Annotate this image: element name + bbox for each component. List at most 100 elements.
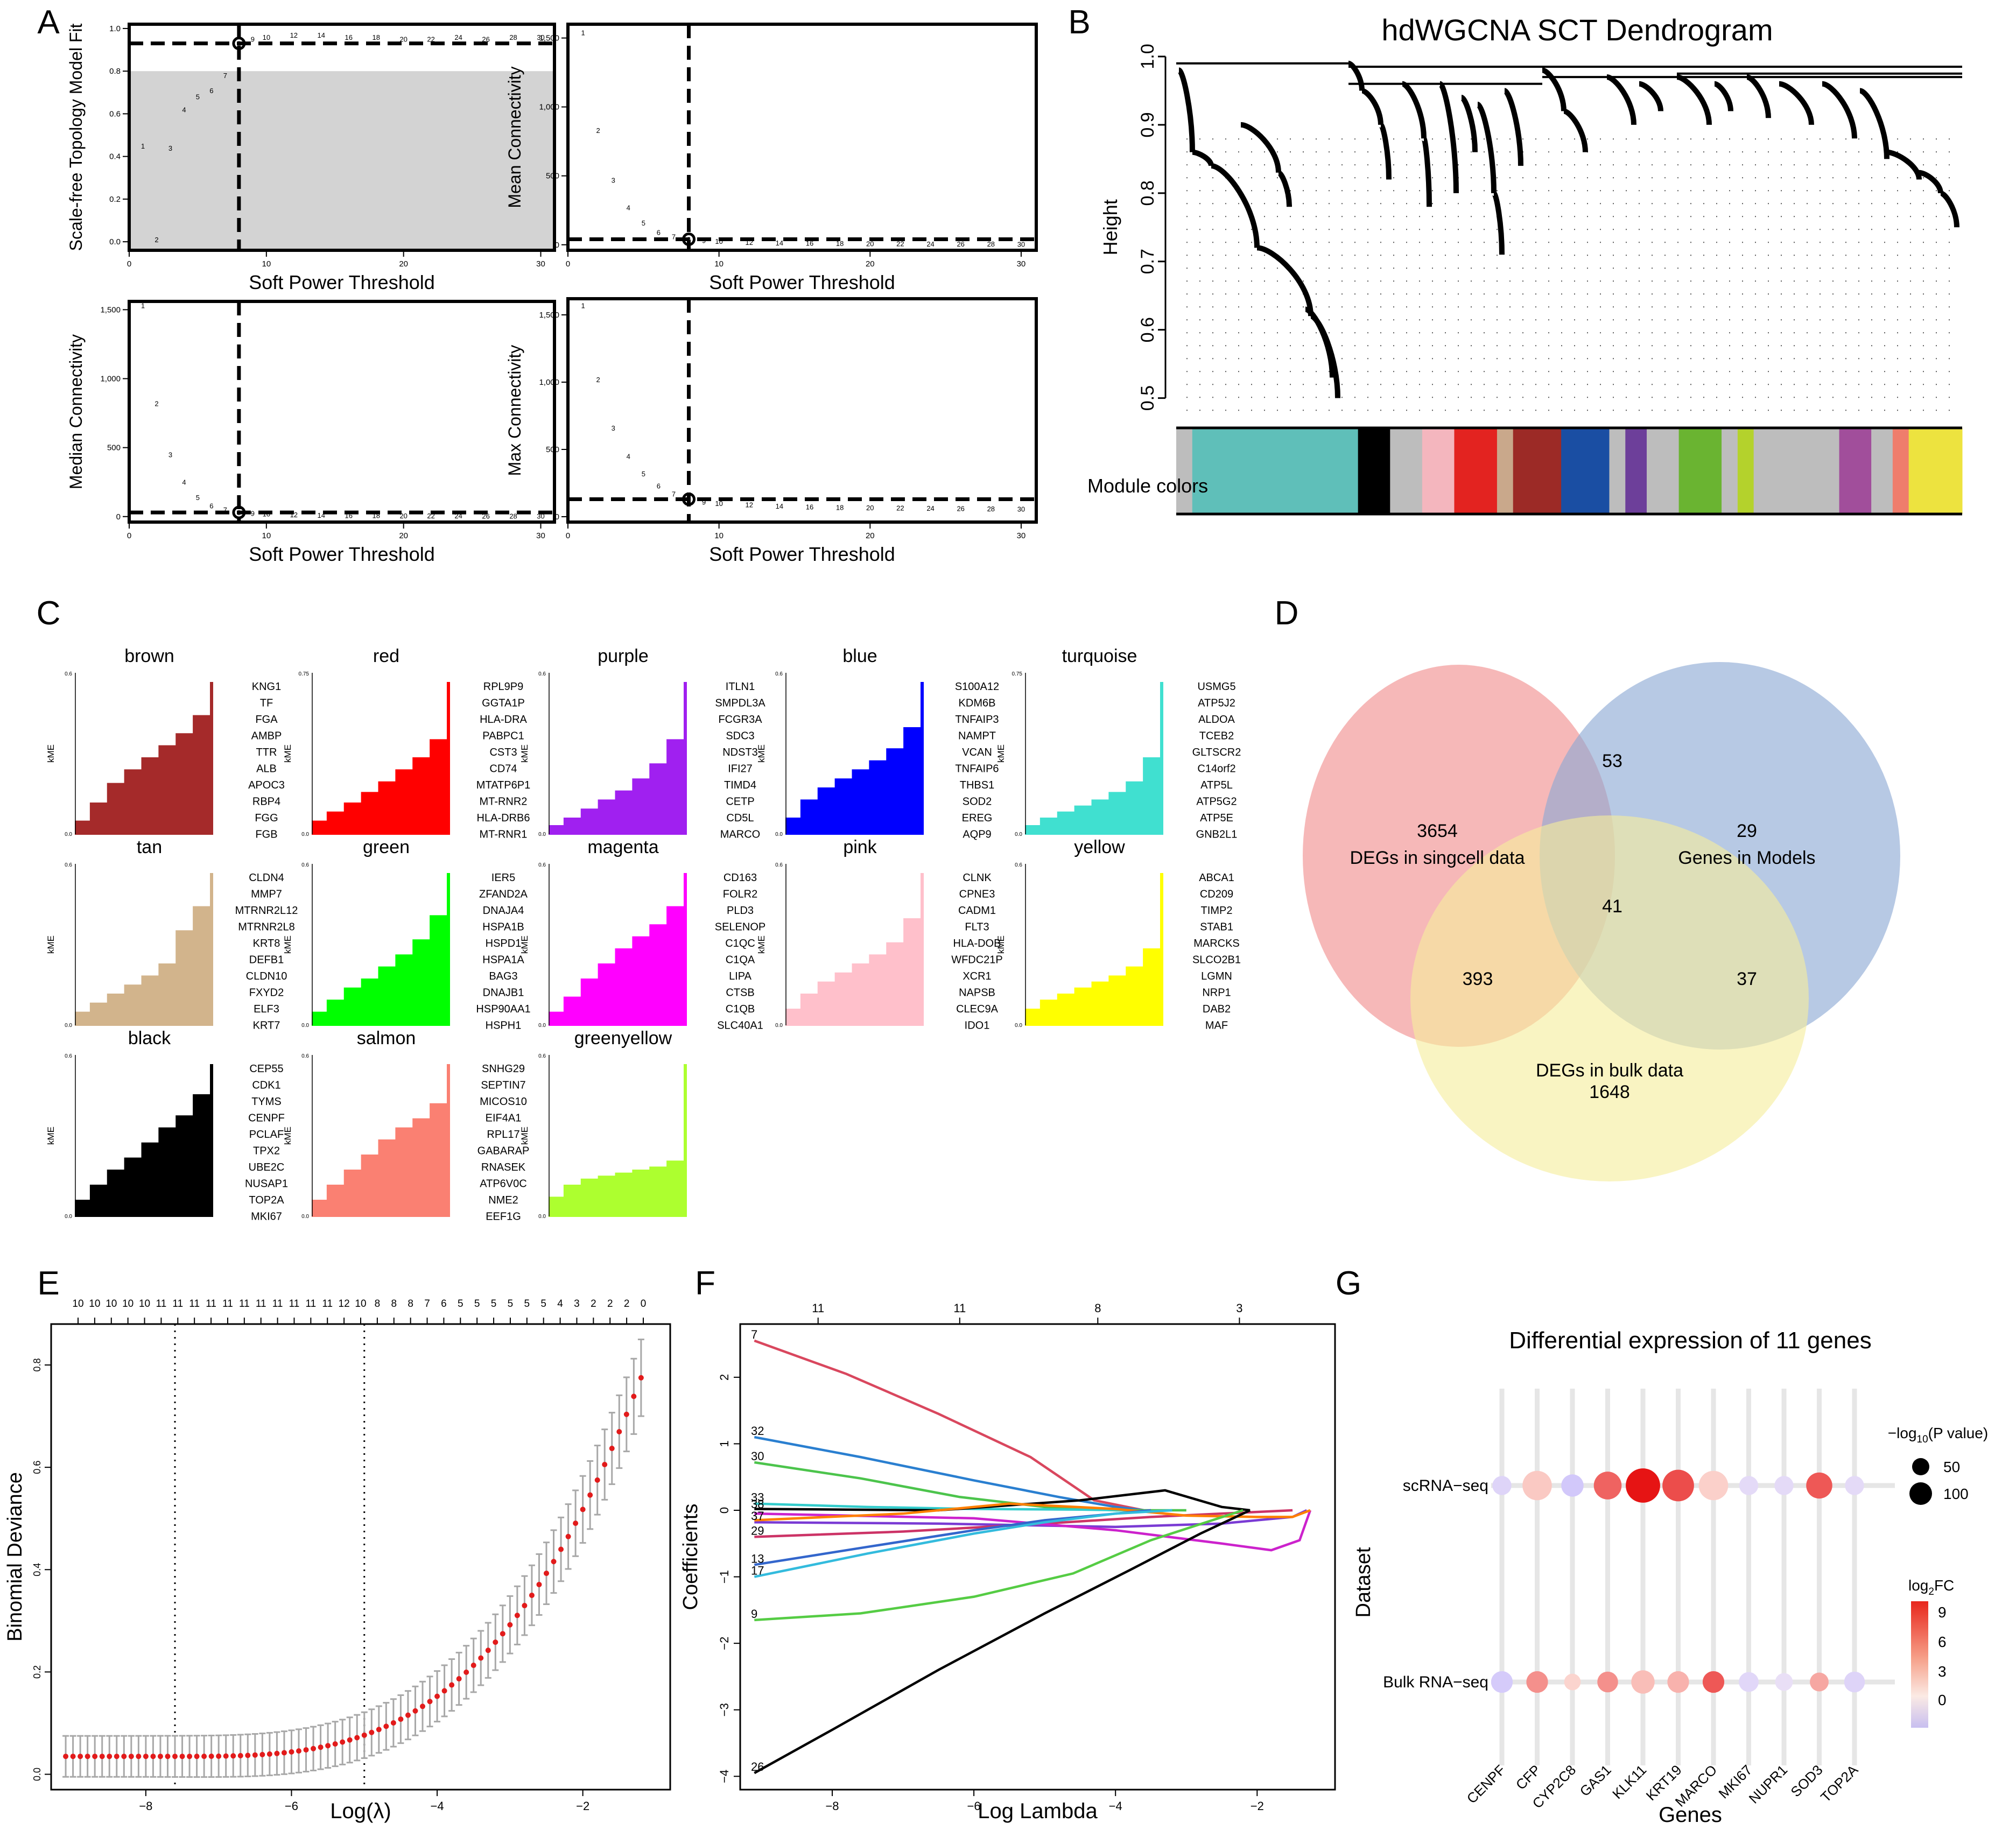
top-axis-label: 5: [474, 1298, 480, 1310]
dendrogram-branch: [1746, 74, 1771, 118]
x-tick-label: −2: [1251, 1799, 1264, 1813]
x-tick-label: 10: [262, 531, 271, 540]
module-name: black: [128, 1028, 171, 1048]
top-axis-label: 2: [607, 1298, 613, 1310]
deviance-point: [318, 1744, 324, 1750]
point-label: 1: [141, 142, 145, 150]
gene-label: ITLN1: [726, 681, 755, 693]
gene-label: RPL17: [487, 1129, 519, 1141]
module-name: yellow: [1074, 837, 1125, 857]
deviance-point: [449, 1682, 455, 1688]
deviance-point: [208, 1754, 214, 1759]
deviance-point: [128, 1754, 134, 1759]
deviance-point: [340, 1739, 346, 1745]
point-label: 4: [182, 478, 186, 487]
deviance-point: [289, 1749, 294, 1755]
deviance-point: [237, 1752, 243, 1758]
gene-label: KDM6B: [959, 698, 996, 709]
kme-area: [549, 1064, 687, 1217]
point-label: 18: [836, 240, 844, 248]
dot-scrna: [1626, 1468, 1660, 1503]
top-axis-label: 5: [508, 1298, 514, 1310]
gene-label: HSPA1A: [482, 954, 524, 966]
gene-label: TNFAIP3: [955, 714, 999, 726]
point-label: 8: [687, 236, 691, 244]
gene-label: RPL9P9: [483, 681, 524, 693]
dendrogram-branch: [1361, 88, 1383, 125]
y-tick-label: 0.0: [301, 1214, 309, 1220]
point-label: 5: [196, 494, 200, 502]
point-label: 6: [657, 229, 661, 237]
top-axis-label: 11: [156, 1298, 167, 1310]
gene-label: TF: [260, 698, 273, 709]
top-axis-label: 11: [272, 1298, 283, 1310]
point-label: 5: [196, 93, 200, 101]
top-axis-label: 11: [189, 1298, 200, 1310]
y-tick-label: 0: [116, 512, 121, 522]
module-color-segment: [1513, 428, 1562, 514]
deviance-point: [493, 1639, 498, 1645]
gene-label: ATP5G2: [1196, 796, 1237, 808]
deviance-point: [311, 1745, 317, 1751]
deviance-point: [434, 1693, 440, 1699]
module-color-segment: [1737, 428, 1754, 514]
gene-label: RNASEK: [481, 1162, 526, 1173]
point-label: 14: [776, 239, 783, 247]
top-axis-label: 10: [355, 1298, 366, 1310]
dot-bulk: [1775, 1673, 1793, 1691]
module-color-segment: [1454, 428, 1498, 514]
dot-bulk: [1526, 1671, 1548, 1693]
y-tick-label: 0.6: [65, 671, 72, 677]
module-name: brown: [124, 646, 174, 666]
y-tick-label: 0.0: [538, 832, 546, 837]
gene-label: ATP5L: [1200, 779, 1233, 791]
point-label: 28: [509, 33, 517, 41]
gene-label: C1QC: [725, 938, 755, 949]
gene-label: TOP2A: [249, 1194, 284, 1206]
point-label: 12: [290, 511, 298, 519]
x-axis-label: Genes: [1659, 1803, 1722, 1827]
deviance-point: [420, 1704, 425, 1709]
kme-area: [549, 682, 687, 835]
y-tick-label: 0.6: [301, 862, 309, 868]
gene-label: CEP55: [249, 1063, 283, 1075]
deviance-point: [78, 1754, 83, 1759]
point-label: 2: [596, 376, 600, 384]
gene-label: ATP5E: [1200, 812, 1233, 824]
dendrogram-branch: [1503, 88, 1523, 166]
deviance-point: [412, 1708, 418, 1714]
y-tick-label: 0.6: [65, 1053, 72, 1059]
size-legend-label: 100: [1943, 1486, 1969, 1502]
panel-letter-b: B: [1068, 4, 1090, 41]
module-magenta: magenta 0.6 0.0 kME CD163 FOLR2 PLD3 SELENOP C1Q…: [519, 837, 765, 1032]
deviance-point: [369, 1729, 375, 1735]
gene-label: GLTSCR2: [1192, 747, 1241, 758]
y-tick-label: 0.7: [1137, 249, 1158, 274]
y-tick-label: 1,000: [100, 375, 121, 384]
point-label: 4: [182, 105, 186, 114]
y-axis-label: kME: [283, 744, 293, 763]
gene-label: NUSAP1: [245, 1178, 288, 1190]
y-tick-label: 1.0: [1137, 44, 1158, 69]
deviance-point: [143, 1754, 149, 1759]
plot-frame: [566, 297, 1038, 524]
y-tick-label: 0.4: [32, 1563, 43, 1576]
dendrogram-branch: [1192, 149, 1214, 167]
dendrogram-branch: [1460, 95, 1478, 152]
panel-letter-e: E: [37, 1265, 59, 1302]
y-tick-label: 0.0: [775, 1023, 783, 1029]
module-color-segment: [1892, 428, 1909, 514]
panel-e: −8 −6 −4 −2 0.0 0.2 0.4 0.6 0.8 10 10 10 10 10 11 11 11 1…: [4, 1298, 671, 1823]
gene-label: WFDC21P: [951, 954, 1003, 966]
deviance-point: [121, 1754, 127, 1759]
y-axis-label: kME: [519, 1127, 530, 1145]
dot-scrna: [1561, 1474, 1584, 1497]
point-label: 30: [537, 33, 544, 41]
dendrogram-branch: [1401, 81, 1427, 139]
y-tick-label: 0.75: [299, 671, 310, 677]
y-tick-label: 0.6: [1137, 317, 1158, 342]
gene-label: MKI67: [251, 1211, 282, 1223]
